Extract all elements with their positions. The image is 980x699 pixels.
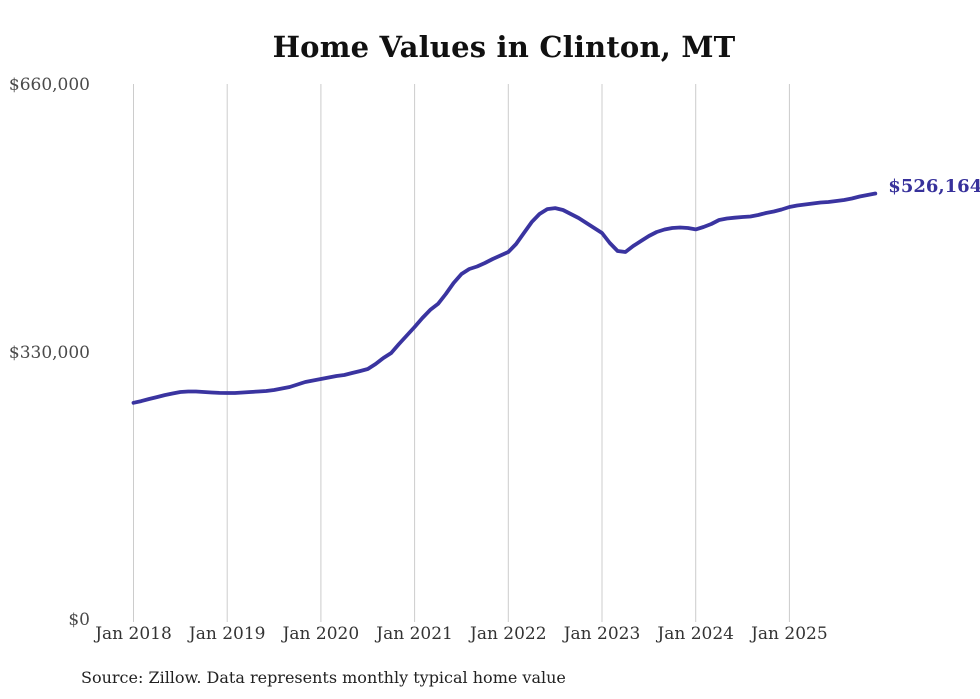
x-axis-tick-label: Jan 2023 [563,624,641,644]
latest-value-label: $526,164 [888,176,980,198]
chart-title: Home Values in Clinton, MT [272,30,736,64]
x-axis-tick-label: Jan 2020 [282,624,360,644]
y-axis-tick-label: $660,000 [8,75,90,95]
y-axis-tick-label: $330,000 [8,342,90,363]
x-axis-tick-label: Jan 2021 [376,624,453,644]
x-axis-tick-label: Jan 2018 [95,624,172,644]
x-axis-tick-label: Jan 2019 [188,624,266,644]
x-axis-tick-label: Jan 2024 [657,624,734,644]
source-note: Source: Zillow. Data represents monthly … [81,668,566,687]
x-axis-tick-label: Jan 2025 [751,624,828,644]
y-axis-tick-label: $0 [68,610,90,630]
x-axis-tick-label: Jan 2022 [470,624,547,644]
home-value-series-line [131,191,878,405]
